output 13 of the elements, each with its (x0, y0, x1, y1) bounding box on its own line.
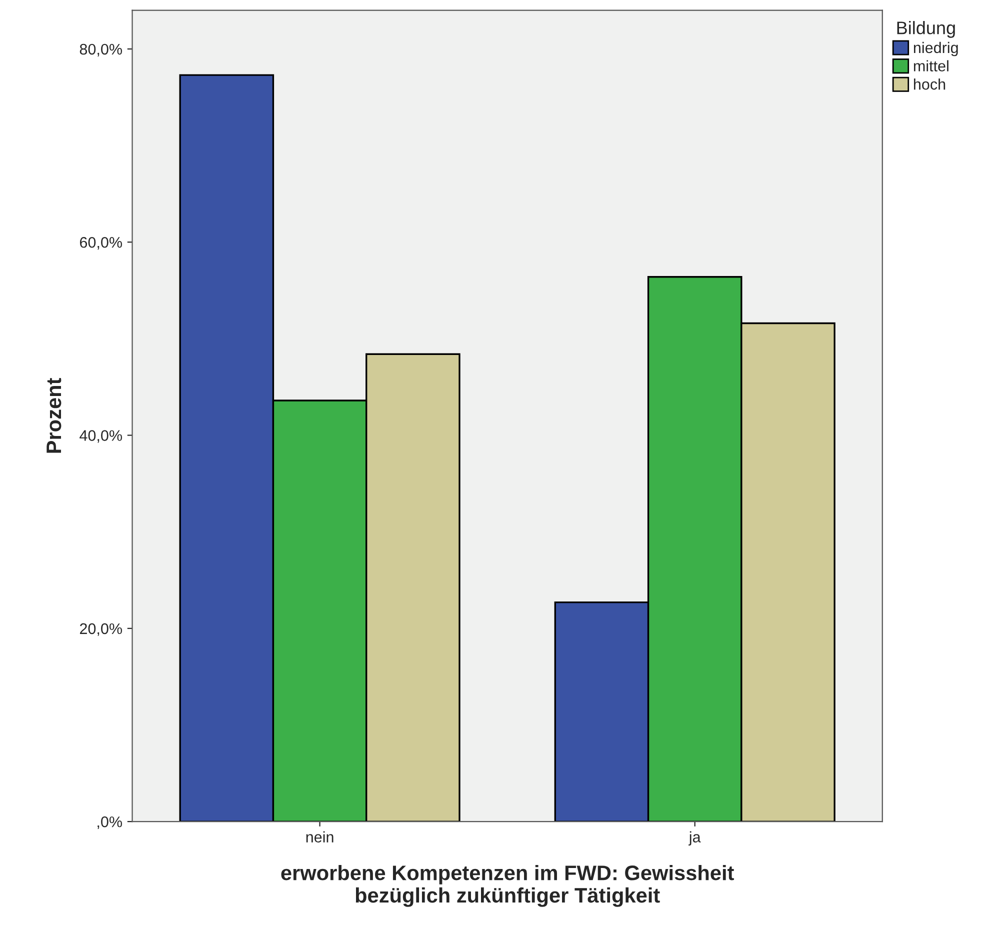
legend-label: mittel (914, 60, 948, 72)
y-tick-label: 80,0% (80, 44, 122, 56)
x-tick-label: ja (688, 831, 701, 846)
x-axis-title: erworbene Kompetenzen im FWD: Gewissheit bezüglich zukünftiger Tätigkeit (281, 864, 734, 907)
legend-label: hoch (914, 78, 946, 90)
legend-title: Bildung (897, 21, 955, 38)
y-tick-label: 40,0% (80, 430, 122, 443)
y-tick-label: 60,0% (80, 236, 122, 250)
y-axis-title: Prozent (46, 378, 62, 453)
x-tick-label: nein (306, 831, 334, 843)
y-tick-label: ,0% (98, 816, 122, 830)
y-tick-label: 20,0% (80, 623, 122, 636)
legend-label: niedrig (914, 42, 958, 56)
